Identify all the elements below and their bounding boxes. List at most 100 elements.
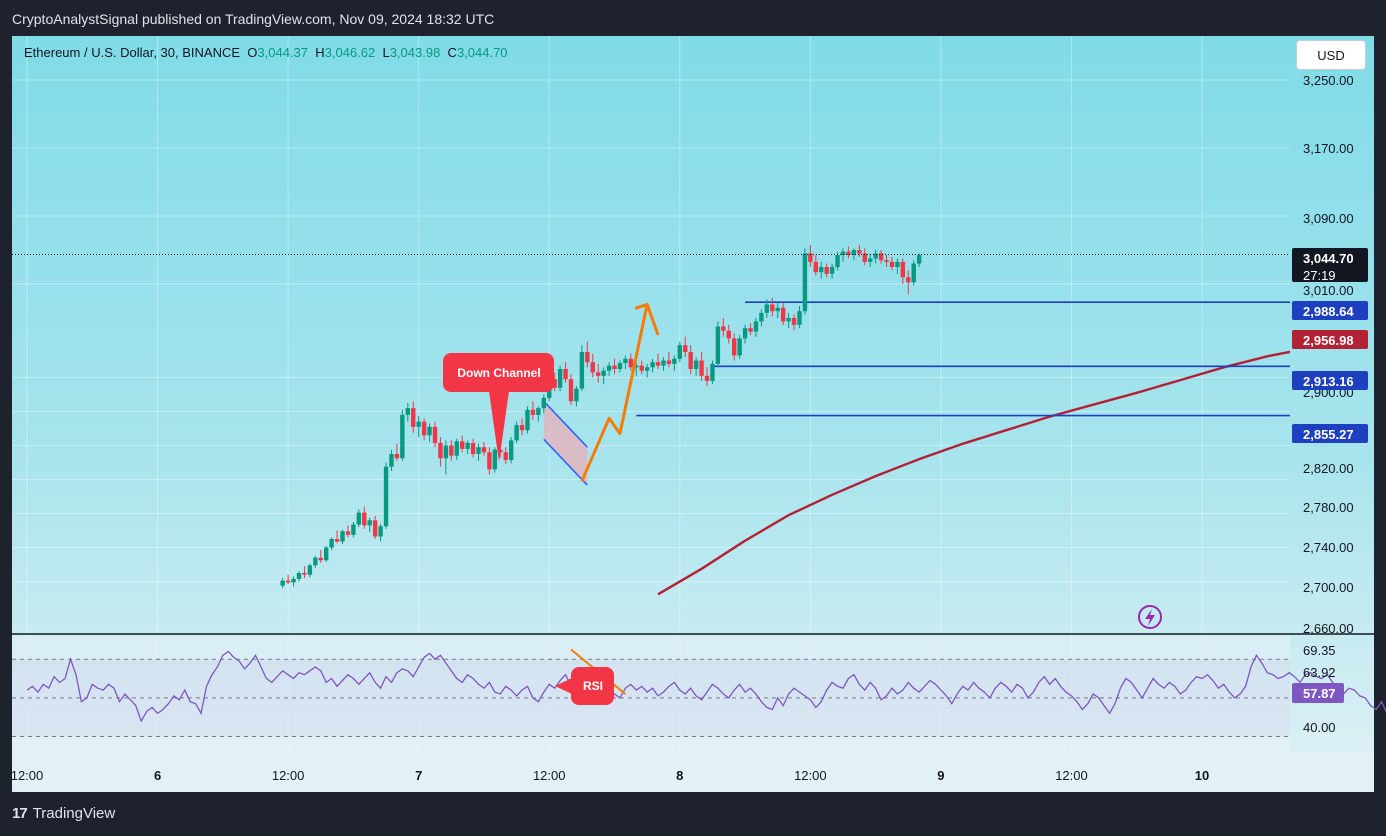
candle-body: [280, 580, 285, 586]
down-channel-shape[interactable]: [543, 400, 588, 486]
candle-body: [644, 367, 650, 371]
candle-body: [759, 312, 764, 322]
open-value: 3,044.37: [257, 45, 308, 60]
candle-body: [666, 360, 672, 364]
candle-body: [606, 365, 612, 371]
candle-body: [563, 369, 568, 380]
callouts[interactable]: Down Channel RSI: [443, 353, 1162, 705]
candle-body: [677, 345, 682, 359]
candle-body: [378, 526, 383, 537]
candle-body: [470, 442, 476, 454]
candle-body: [873, 253, 878, 259]
rsi-tick-label: 40.00: [1303, 720, 1336, 735]
candle-body: [536, 408, 541, 415]
candle-body: [318, 557, 323, 561]
candle-body: [857, 250, 862, 254]
symbol-name: Ethereum / U.S. Dollar, 30, BINANCE: [24, 45, 241, 60]
candle-body: [780, 307, 786, 322]
time-tick-label: 12:00: [1055, 768, 1088, 783]
candle-body: [427, 426, 432, 436]
price-label-last: [1292, 248, 1368, 282]
candle-body: [634, 365, 639, 368]
price-chart[interactable]: 3,250.003,170.003,090.003,010.002,900.00…: [0, 0, 1386, 792]
time-tick-label: 12:00: [533, 768, 566, 783]
price-label-text: 3,044.70: [1303, 251, 1354, 266]
candle-body: [748, 328, 753, 332]
candle-body: [579, 352, 585, 389]
candle-body: [911, 263, 916, 283]
candle-body: [568, 379, 574, 402]
candle-body: [307, 565, 313, 575]
price-label-level: [1292, 424, 1368, 443]
candle-body: [552, 379, 557, 388]
orange-arrow-drawing[interactable]: [580, 302, 660, 482]
time-axis-bg: [12, 752, 1374, 792]
rsi-last-label: [1292, 683, 1344, 703]
support-resistance-levels[interactable]: [636, 301, 1290, 417]
price-label-text: 2,913.16: [1303, 374, 1354, 389]
candle-body: [519, 425, 525, 431]
candles: [280, 244, 922, 589]
price-tick-label: 2,780.00: [1303, 500, 1354, 515]
candle-body: [411, 408, 416, 427]
channel-fill: [543, 401, 588, 486]
candle-body: [394, 454, 400, 459]
candle-body: [405, 408, 410, 415]
price-axis[interactable]: 3,250.003,170.003,090.003,010.002,900.00…: [1290, 36, 1374, 752]
candle-body: [835, 255, 840, 267]
symbol-legend[interactable]: Ethereum / U.S. Dollar, 30, BINANCE O3,0…: [24, 45, 508, 60]
candle-body: [868, 258, 873, 262]
time-tick-label: 10: [1195, 768, 1209, 783]
candle-body: [623, 358, 628, 364]
candle-body: [704, 375, 710, 381]
price-tick-label: 3,250.00: [1303, 73, 1354, 88]
candle-body: [655, 362, 661, 366]
currency-button[interactable]: USD: [1296, 40, 1366, 70]
price-tick-label: 2,820.00: [1303, 461, 1354, 476]
candle-body: [900, 261, 906, 278]
rsi-pane: [12, 633, 1386, 752]
grid: [12, 36, 1290, 752]
high-value: 3,046.62: [324, 45, 376, 60]
arrow-path: [580, 304, 649, 482]
candle-body: [421, 421, 427, 436]
rsi-tick-label: 63.92: [1303, 665, 1336, 680]
candle-body: [557, 369, 563, 388]
candle-body: [840, 251, 846, 256]
candle-body: [797, 311, 802, 325]
candle-body: [465, 442, 470, 449]
candle-body: [585, 352, 590, 363]
time-tick-label: 8: [676, 768, 683, 783]
candle-body: [367, 520, 372, 526]
candle-body: [753, 321, 759, 332]
candle-body: [454, 441, 459, 456]
candle-body: [906, 277, 911, 283]
candle-body: [786, 318, 791, 322]
candle-body: [732, 338, 737, 356]
publish-line: CryptoAnalystSignal published on Trading…: [12, 11, 495, 27]
candle-body: [356, 512, 362, 525]
candle-body: [612, 365, 617, 369]
ma-line: [657, 350, 1290, 596]
candle-body: [460, 441, 465, 449]
down-channel-callout: [443, 353, 554, 392]
candle-body: [715, 326, 721, 364]
candle-body: [770, 304, 775, 312]
time-axis[interactable]: 12:00 6 12:00 7 12:00 8 12:00 9 12:00 10: [11, 752, 1374, 792]
channel-upper: [543, 400, 588, 448]
channel-lower: [543, 438, 588, 486]
candle-body: [829, 267, 835, 274]
candle-body: [846, 251, 851, 256]
candle-body: [340, 531, 345, 542]
candle-body: [650, 362, 655, 368]
candle-body: [503, 452, 508, 460]
candle-body: [574, 388, 579, 402]
candle-body: [737, 338, 742, 356]
arrow-head: [634, 302, 660, 336]
candle-body: [596, 372, 601, 376]
candle-body: [726, 330, 731, 339]
candle-body: [334, 539, 340, 542]
rsi-tick-label: 69.35: [1303, 643, 1336, 658]
tradingview-logo[interactable]: 17 TradingView: [12, 805, 115, 822]
candle-body: [324, 547, 329, 561]
